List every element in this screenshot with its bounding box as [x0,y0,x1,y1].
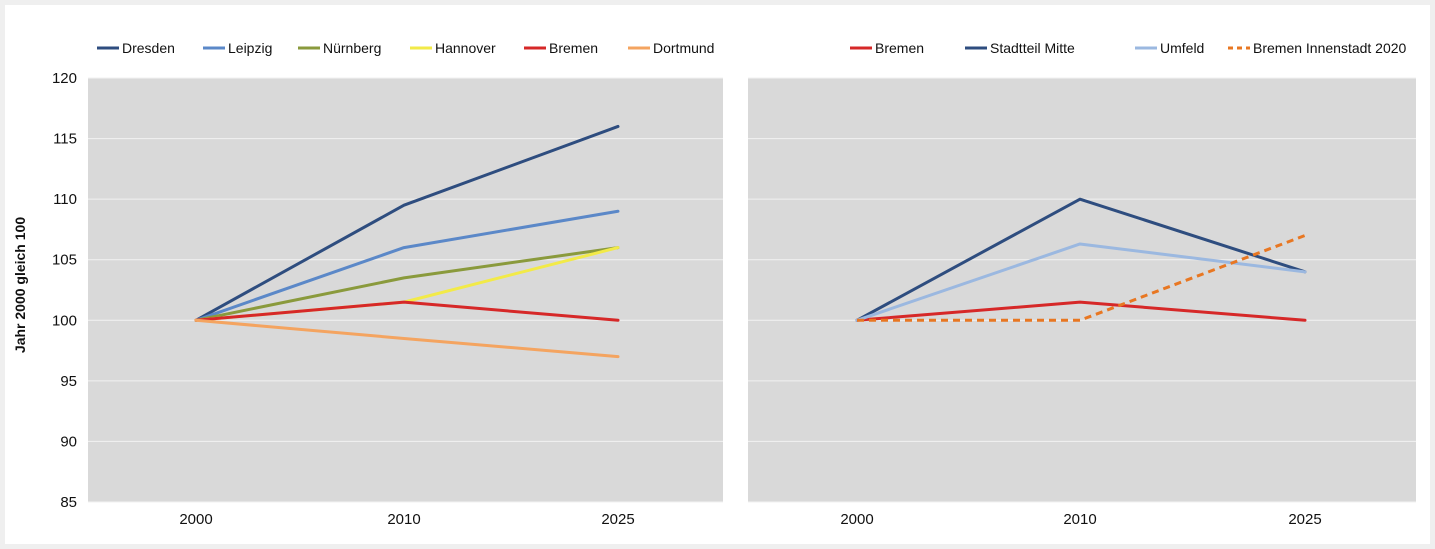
y-tick-label-90: 90 [60,433,77,450]
legend-label-dresden: Dresden [122,40,175,56]
y-tick-label-85: 85 [60,494,77,511]
series-line-bremen [194,300,620,322]
legend-label-dortmund: Dortmund [653,40,714,56]
series-line-leipzig [194,209,620,322]
legend-label-bremen: Bremen [549,40,598,56]
legend-label-nürnberg: Nürnberg [323,40,381,56]
legend-label-hannover: Hannover [435,40,496,56]
x-tick-label-2000: 2000 [840,511,873,528]
y-tick-label-105: 105 [52,252,77,269]
plot-area-1 [88,78,723,502]
series-line-bremen [855,300,1307,322]
x-tick-label-2025: 2025 [1288,511,1321,528]
legend-label-leipzig: Leipzig [228,40,272,56]
y-axis-label: Jahr 2000 gleich 100 [12,217,28,353]
legend-label-bremen-innenstadt-2020: Bremen Innenstadt 2020 [1253,40,1407,56]
x-tick-label-2000: 2000 [179,511,212,528]
x-tick-label-2010: 2010 [1063,511,1096,528]
legend-label-umfeld: Umfeld [1160,40,1204,56]
x-tick-label-2010: 2010 [387,511,420,528]
x-tick-label-2025: 2025 [601,511,634,528]
y-tick-label-100: 100 [52,312,77,329]
legend-label-stadtteil-mitte: Stadtteil Mitte [990,40,1075,56]
y-tick-label-110: 110 [53,191,77,208]
y-tick-label-120: 120 [52,70,77,87]
y-tick-label-115: 115 [53,131,77,148]
series-line-dortmund [194,318,620,359]
plot-area-2 [748,78,1416,502]
series-line-bremen-innenstadt-2020 [857,234,1306,322]
series-line-dresden [194,124,620,322]
legend-label-bremen: Bremen [875,40,924,56]
series-line-stadtteil-mitte [855,197,1307,322]
series-line-nürnberg [194,246,620,322]
y-tick-label-95: 95 [60,373,77,390]
series-line-umfeld [855,242,1307,322]
